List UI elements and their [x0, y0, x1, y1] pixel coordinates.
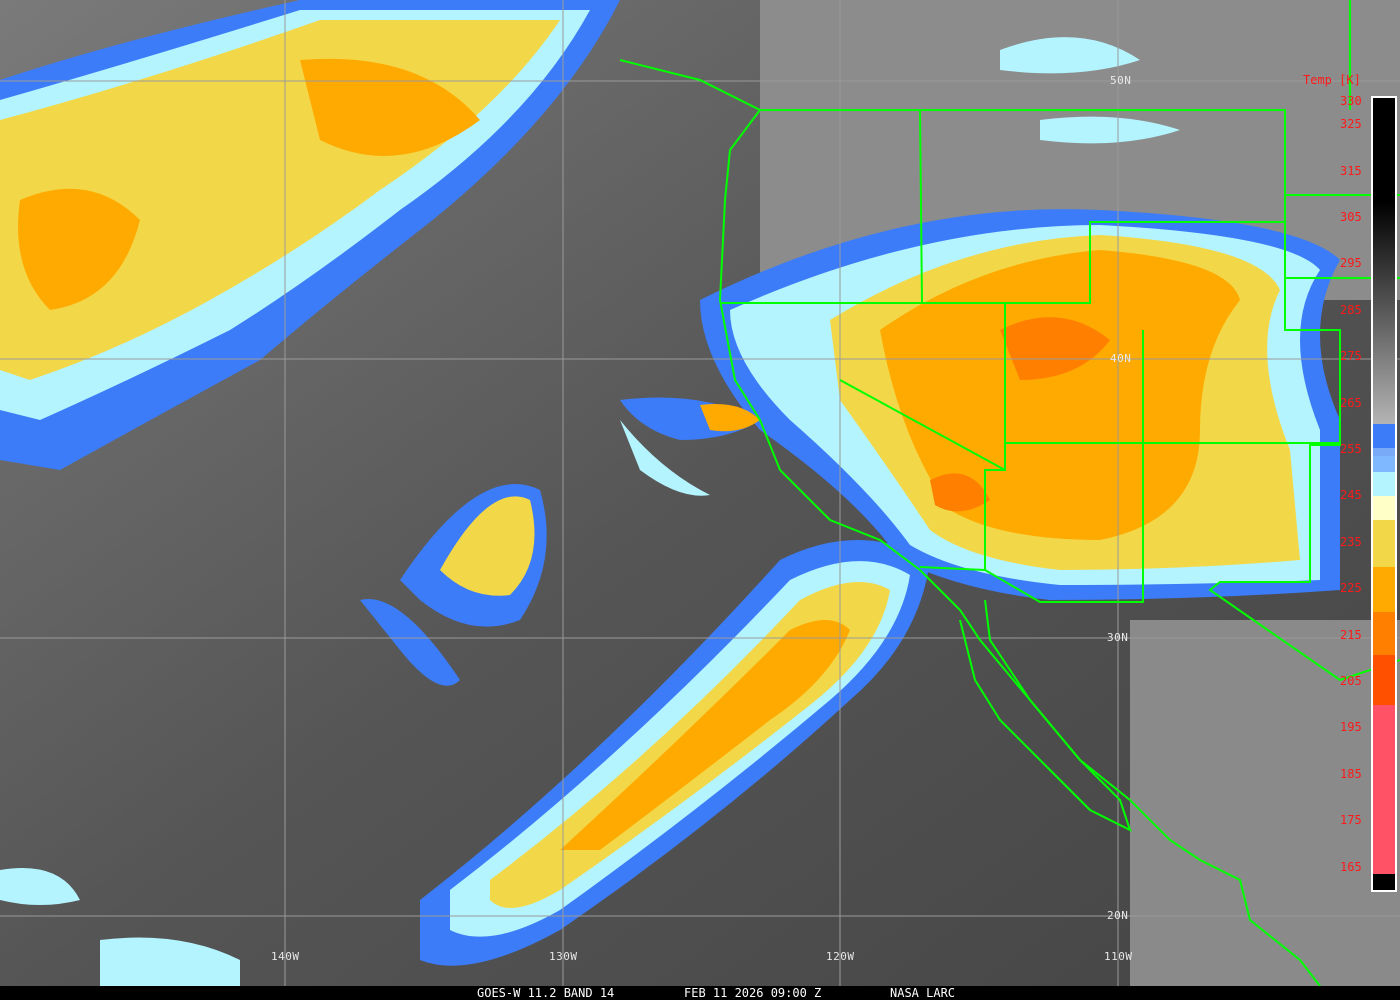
lat-label: 30N — [1107, 631, 1129, 644]
colorbar-tick-label: 315 — [1340, 163, 1362, 178]
colorbar-tick-label: 175 — [1340, 813, 1362, 828]
cloud-systems — [0, 0, 1340, 986]
colorbar-tick-label: 225 — [1340, 581, 1362, 596]
lon-label: 120W — [826, 950, 855, 963]
caption-bar: GOES-W 11.2 BAND 14 FEB 11 2026 09:00 Z … — [0, 986, 1400, 1000]
colorbar-tick-label: 195 — [1340, 720, 1362, 735]
colorbar-tick-label: 330 — [1340, 94, 1362, 108]
colorbar-tick-label: 245 — [1340, 488, 1362, 503]
colorbar-tick-label: 205 — [1340, 674, 1362, 688]
lat-label: 20N — [1107, 909, 1129, 922]
lat-label: 40N — [1110, 352, 1132, 365]
caption-source: NASA LARC — [890, 986, 956, 1000]
caption-datetime: FEB 11 2026 09:00 Z — [684, 986, 822, 1000]
colorbar-tick-label: 305 — [1340, 210, 1362, 224]
mexico-land — [1130, 620, 1400, 986]
colorbar — [1371, 96, 1397, 892]
lon-label: 140W — [271, 950, 300, 963]
colorbar-tick-label: 165 — [1340, 859, 1362, 874]
colorbar-title: Temp [K] — [1303, 73, 1361, 87]
colorbar-tick-label: 215 — [1340, 627, 1362, 642]
colorbar-tick-label: 285 — [1340, 302, 1362, 317]
caption-product: GOES-W 11.2 BAND 14 — [477, 986, 615, 1000]
colorbar-tick-label: 325 — [1340, 117, 1362, 132]
lon-label: 130W — [549, 950, 578, 963]
colorbar-tick-label: 255 — [1340, 442, 1362, 456]
colorbar-tick-label: 295 — [1340, 256, 1362, 271]
colorbar-tick-label: 185 — [1340, 766, 1362, 781]
colorbar-tick-label: 265 — [1340, 395, 1362, 410]
colorbar-tick-label: 275 — [1340, 349, 1362, 364]
lat-label: 50N — [1110, 74, 1132, 87]
colorbar-tick-label: 235 — [1340, 534, 1362, 549]
lon-label: 110W — [1104, 950, 1133, 963]
